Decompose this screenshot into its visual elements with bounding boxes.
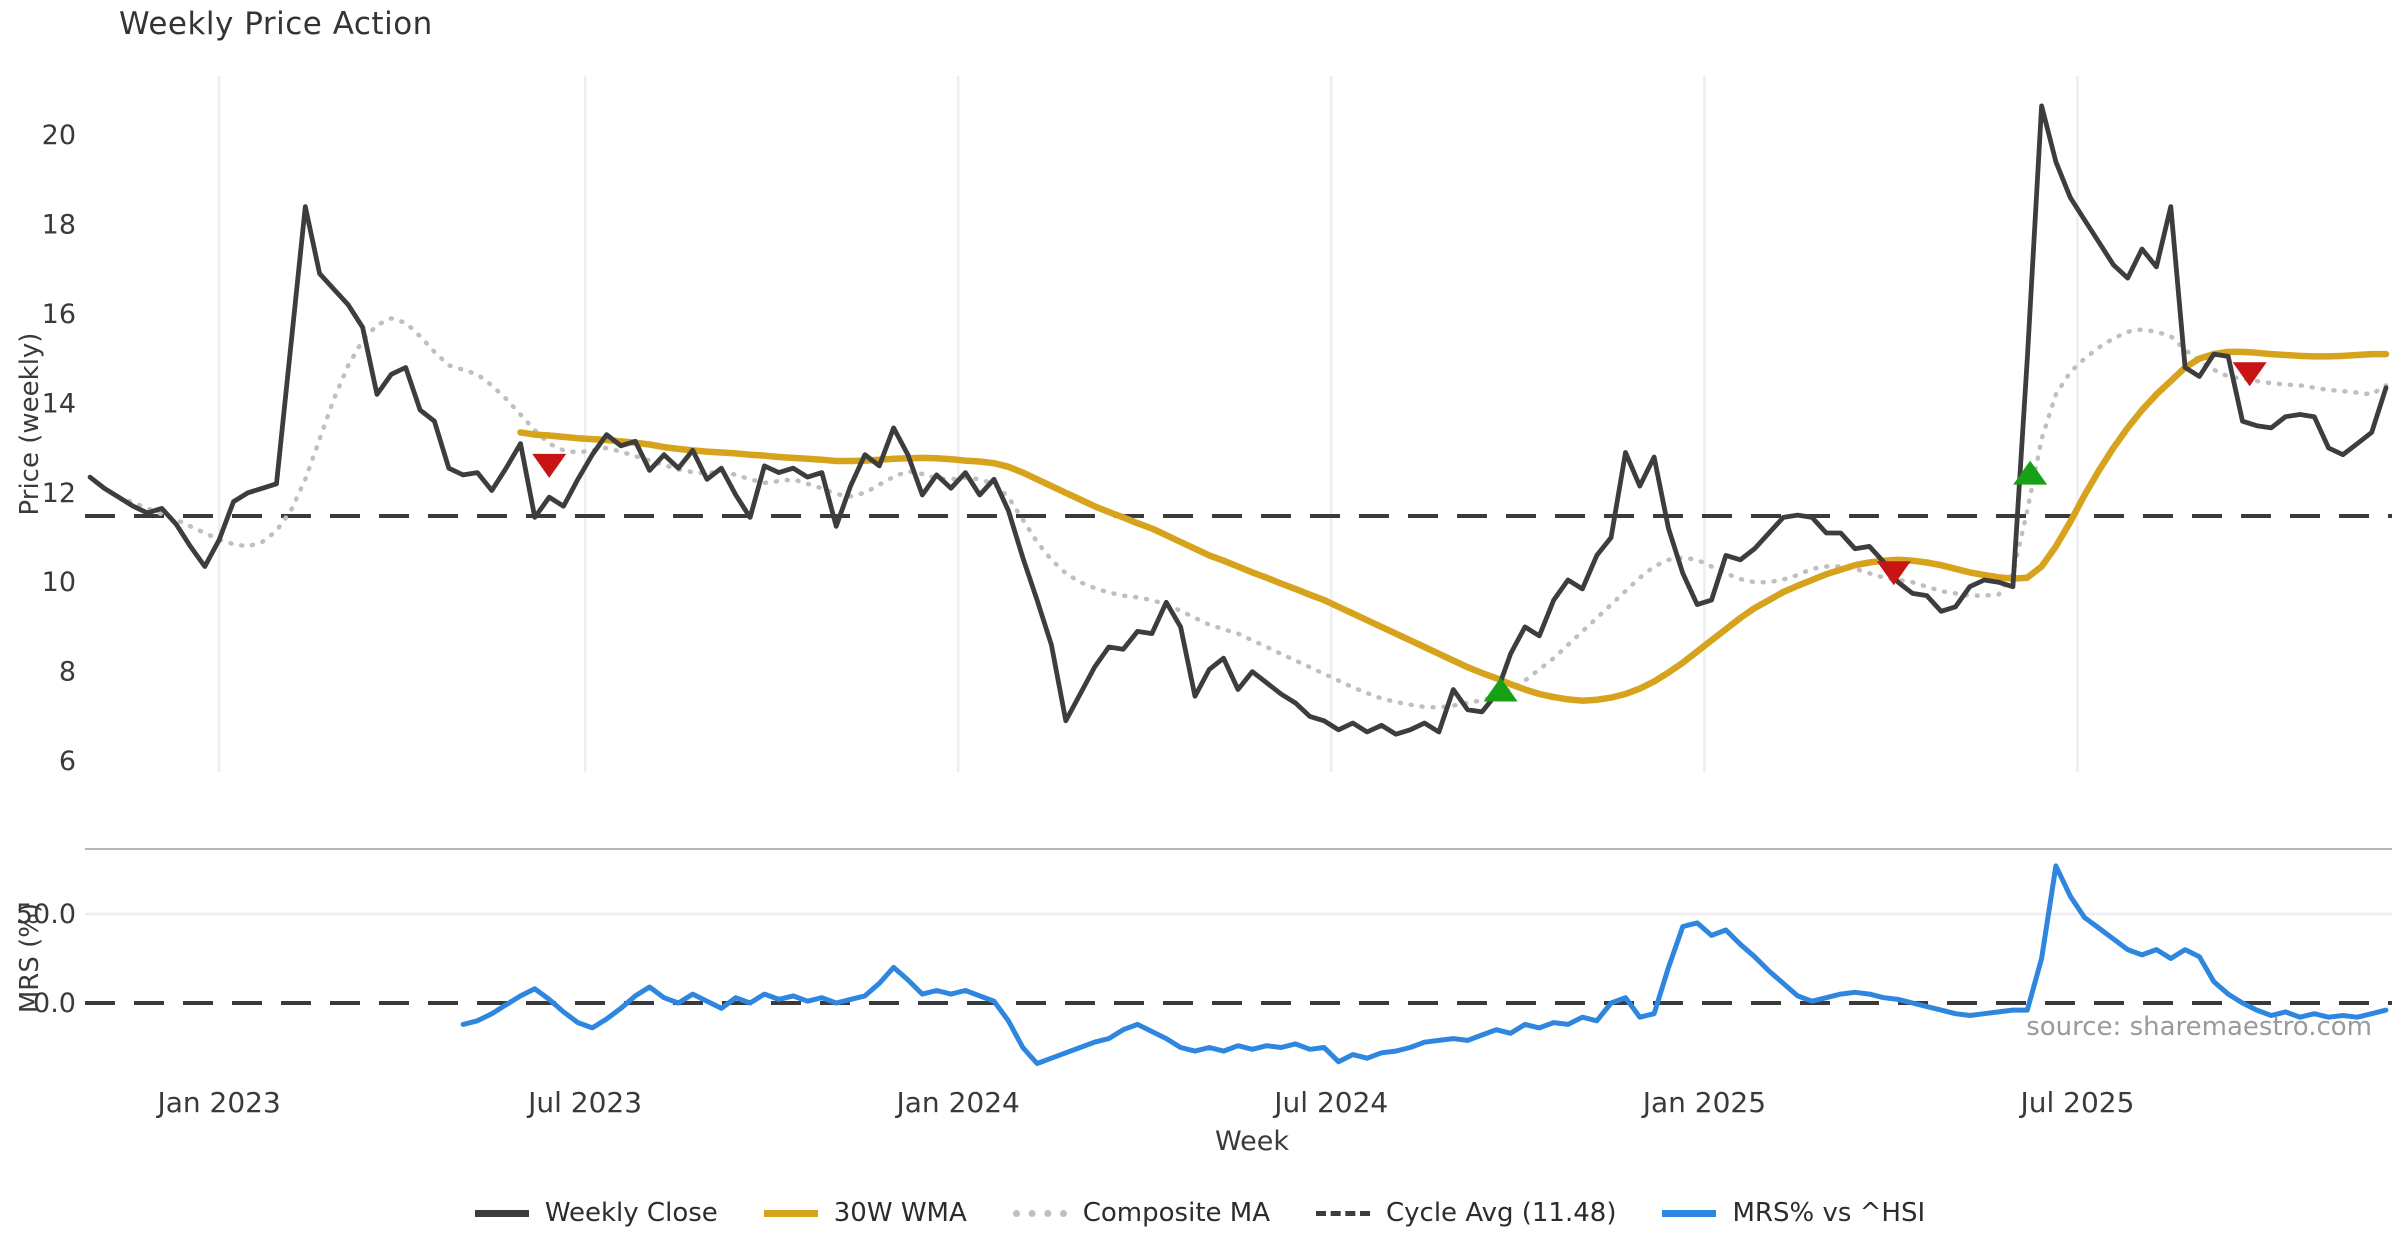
x-tick-label: Jan 2023: [155, 1086, 280, 1119]
mrs-axis-label: MRS (%): [15, 902, 45, 1014]
price-tick-label: 8: [59, 657, 76, 688]
week-axis-label: Week: [1215, 1126, 1289, 1157]
legend-swatch: [1012, 1209, 1067, 1217]
legend-swatch: [1662, 1209, 1717, 1217]
legend-label: Composite MA: [1082, 1198, 1270, 1228]
mrs-tick-label: 50.0: [16, 899, 76, 930]
price-tick-label: 16: [42, 299, 76, 330]
legend-item-composite-ma: Composite MA: [1012, 1198, 1270, 1228]
x-tick-label: Jul 2023: [526, 1086, 642, 1119]
series-mrs-vs-hsi: [460, 863, 2389, 1066]
sell-marker: [1876, 561, 1911, 586]
legend-item-cycle-avg-11-48-: Cycle Avg (11.48): [1316, 1198, 1616, 1228]
price-tick-label: 20: [42, 120, 76, 151]
series-30w-wma: [517, 348, 2390, 704]
legend-swatch: [1316, 1210, 1370, 1216]
legend-item-30w-wma: 30W WMA: [763, 1198, 967, 1228]
legend-item-mrs-vs-hsi: MRS% vs ^HSI: [1662, 1198, 1925, 1228]
x-tick-label: Jul 2024: [1272, 1086, 1388, 1119]
price-tick-label: 18: [42, 209, 76, 240]
sell-marker: [532, 453, 567, 478]
series-weekly-close: [87, 103, 2389, 737]
sell-marker: [2232, 362, 2267, 387]
x-tick-label: Jan 2025: [1641, 1086, 1766, 1119]
price-axis-label: Price (weekly): [15, 332, 45, 516]
x-tick-label: Jul 2025: [2018, 1086, 2134, 1119]
legend-swatch: [763, 1209, 818, 1217]
price-tick-label: 6: [59, 746, 76, 777]
legend-item-weekly-close: Weekly Close: [474, 1198, 718, 1228]
legend-swatch: [474, 1209, 529, 1217]
page-title: Weekly Price Action: [119, 6, 433, 42]
buy-marker: [2013, 460, 2048, 485]
legend-label: Cycle Avg (11.48): [1386, 1198, 1617, 1228]
mrs-tick-label: 0.0: [33, 988, 76, 1019]
legend-label: MRS% vs ^HSI: [1732, 1198, 1926, 1228]
price-tick-label: 14: [42, 388, 76, 419]
series-composite-ma: [116, 316, 2389, 710]
price-tick-label: 12: [42, 478, 76, 509]
legend: Weekly Close 30W WMA Composite MA Cycle Avg…: [0, 1198, 2400, 1228]
buy-marker: [1483, 677, 1518, 702]
x-tick-label: Jan 2024: [895, 1086, 1020, 1119]
price-tick-label: 10: [42, 567, 76, 598]
legend-label: 30W WMA: [833, 1198, 967, 1228]
legend-label: Weekly Close: [544, 1198, 718, 1228]
source-note: source: sharemaestro.com: [2026, 1012, 2372, 1042]
